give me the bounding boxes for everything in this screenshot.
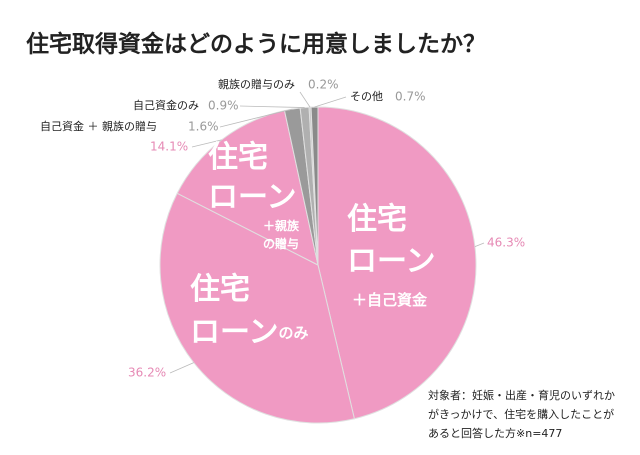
value-label: 14.1% [150, 140, 188, 154]
note: 対象者：妊娠・出産・育児のいずれか [428, 388, 615, 402]
leader-line [239, 105, 305, 108]
value-label: 0.9% [208, 99, 239, 113]
category-label: 親族の贈与のみ [218, 77, 295, 91]
category-label: 住宅ローン ＋親族の贈与 [208, 140, 300, 251]
label-line: ローン [208, 180, 297, 215]
value-label: 0.7% [395, 90, 426, 104]
leader-line [314, 96, 347, 108]
value-label: 46.3% [487, 236, 525, 250]
category-label: 住宅ローン ＋自己資金 [347, 202, 436, 309]
category-label: その他 [350, 90, 383, 103]
label-line: ローン [190, 315, 279, 350]
label-line: ＋親族 [263, 218, 300, 233]
label-line: 住宅 [347, 202, 407, 237]
label-line: の贈与 [263, 236, 299, 251]
label-line: 住宅 [208, 140, 268, 175]
label-line: 住宅 [190, 272, 250, 307]
leader-line [299, 91, 311, 108]
value-label: 0.2% [308, 78, 339, 92]
leader-line [474, 242, 485, 248]
pie-slice [310, 106, 319, 266]
leader-line [219, 108, 293, 128]
label-line: ＋自己資金 [352, 291, 428, 309]
label-line: のみ [279, 324, 309, 342]
category-label: 自己資金のみ [133, 98, 199, 112]
category-label: 住宅ローンのみ [190, 272, 309, 350]
note: がきっかけで、住宅を購入したことが [428, 407, 614, 421]
category-label: 自己資金 ＋ 親族の贈与 [40, 119, 157, 133]
value-label: 36.2% [128, 366, 166, 380]
pie-slice [159, 192, 356, 424]
note: あると回答した方※n=477 [428, 426, 562, 440]
leader-line [191, 139, 222, 148]
value-label: 1.6% [188, 120, 219, 134]
leader-line [169, 362, 194, 374]
chart-title: 住宅取得資金はどのように用意しましたか？ [26, 31, 486, 58]
label-line: ローン [347, 244, 436, 279]
